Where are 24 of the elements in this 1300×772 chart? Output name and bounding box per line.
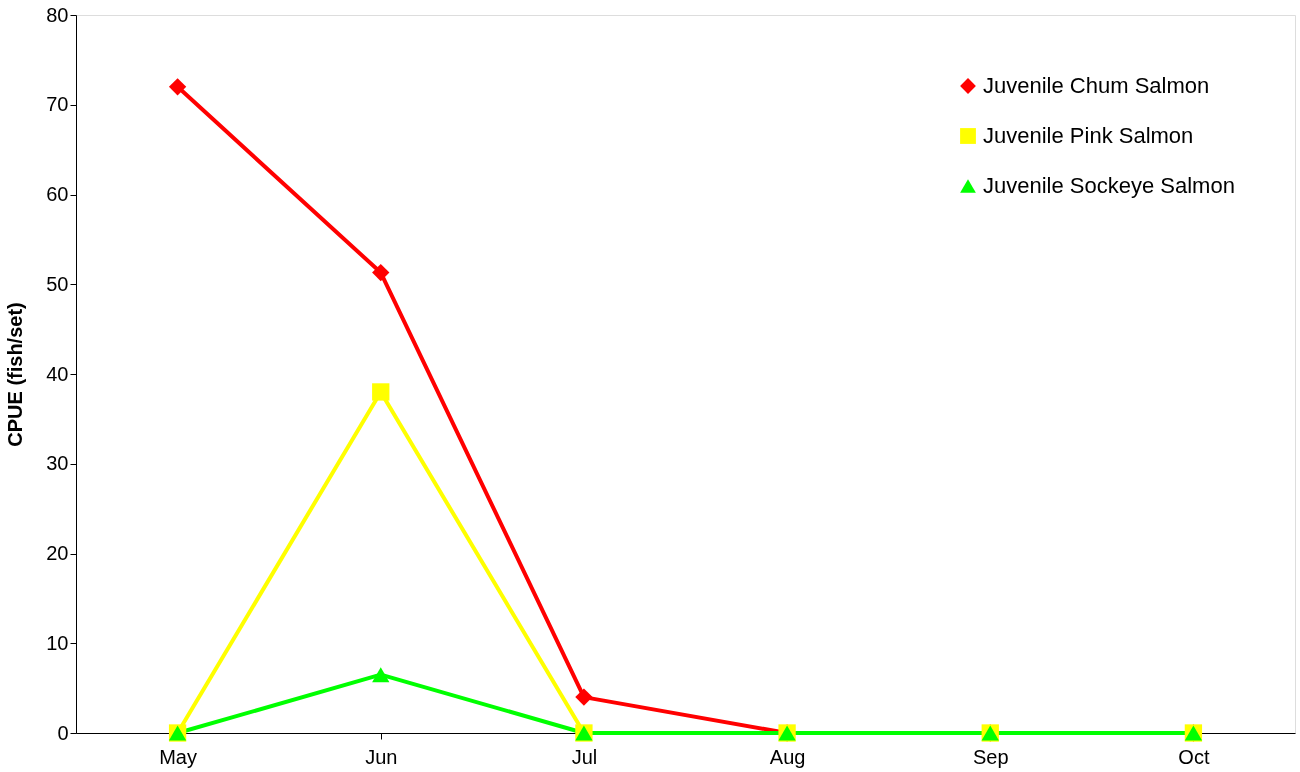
y-tick-label: 50 [46,272,69,295]
y-tick-label: 0 [57,721,69,744]
legend-label: Juvenile Pink Salmon [983,123,1194,148]
y-tick-label: 10 [46,631,69,654]
y-tick-label: 60 [46,183,69,205]
point [168,78,187,96]
legend-label: Juvenile Sockeye Salmon [983,173,1235,198]
x-tick-label: May [159,745,197,768]
y-tick-label: 80 [46,3,69,26]
y-tick-label: 30 [46,452,69,475]
x-tick-label: Jun [365,745,398,768]
point [372,667,390,683]
y-tick-label: 70 [46,93,69,116]
legend-label: Juvenile Chum Salmon [983,73,1210,98]
y-axis-title: CPUE (fish/set) [4,302,27,447]
point [372,263,390,282]
y-tick-label: 40 [46,362,69,385]
y-tick-label: 20 [46,542,69,564]
point [372,383,390,401]
x-tick-label: Oct [1178,745,1210,768]
x-tick-label: Aug [769,745,806,768]
x-tick-label: Jul [571,745,598,768]
x-tick-label: Sep [972,745,1009,768]
point [575,688,593,706]
